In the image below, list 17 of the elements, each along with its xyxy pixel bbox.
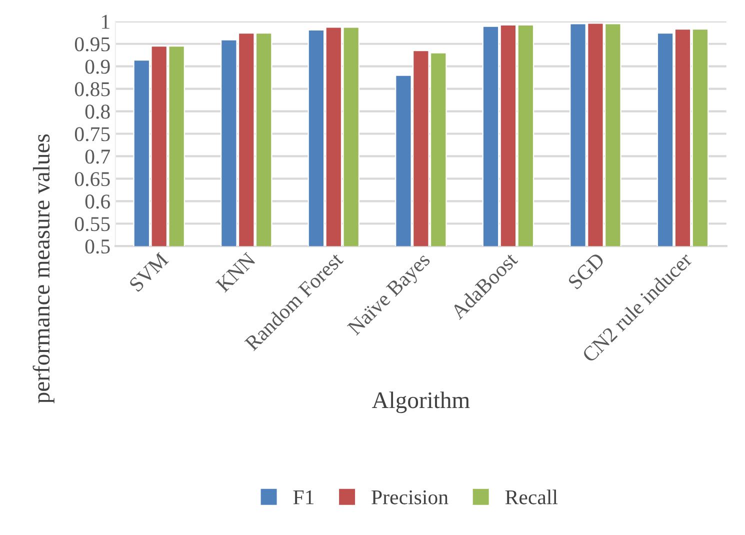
legend-label: Precision (372, 490, 448, 504)
y-tick-label: 0.7 (85, 150, 110, 164)
y-tick-label: 0.85 (74, 82, 110, 96)
legend-label: Recall (505, 490, 558, 504)
y-tick-label: 0.95 (74, 37, 110, 52)
x-tick-label: SGD (567, 252, 606, 290)
legend-label: F1 (293, 490, 314, 504)
y-tick-label: 0.8 (85, 104, 110, 119)
y-tick-label: 0.55 (74, 217, 110, 232)
y-tick-label: 0.75 (74, 127, 110, 142)
y-tick-label: 0.6 (85, 194, 110, 209)
y-axis-title: performance measure values (32, 134, 54, 404)
y-tick-label: 0.9 (85, 60, 110, 74)
y-tick-label: 0.5 (85, 239, 110, 254)
y-tick-label: 1 (102, 14, 110, 29)
y-tick-label: 0.65 (74, 172, 110, 186)
x-axis-title: Algorithm (372, 392, 470, 414)
